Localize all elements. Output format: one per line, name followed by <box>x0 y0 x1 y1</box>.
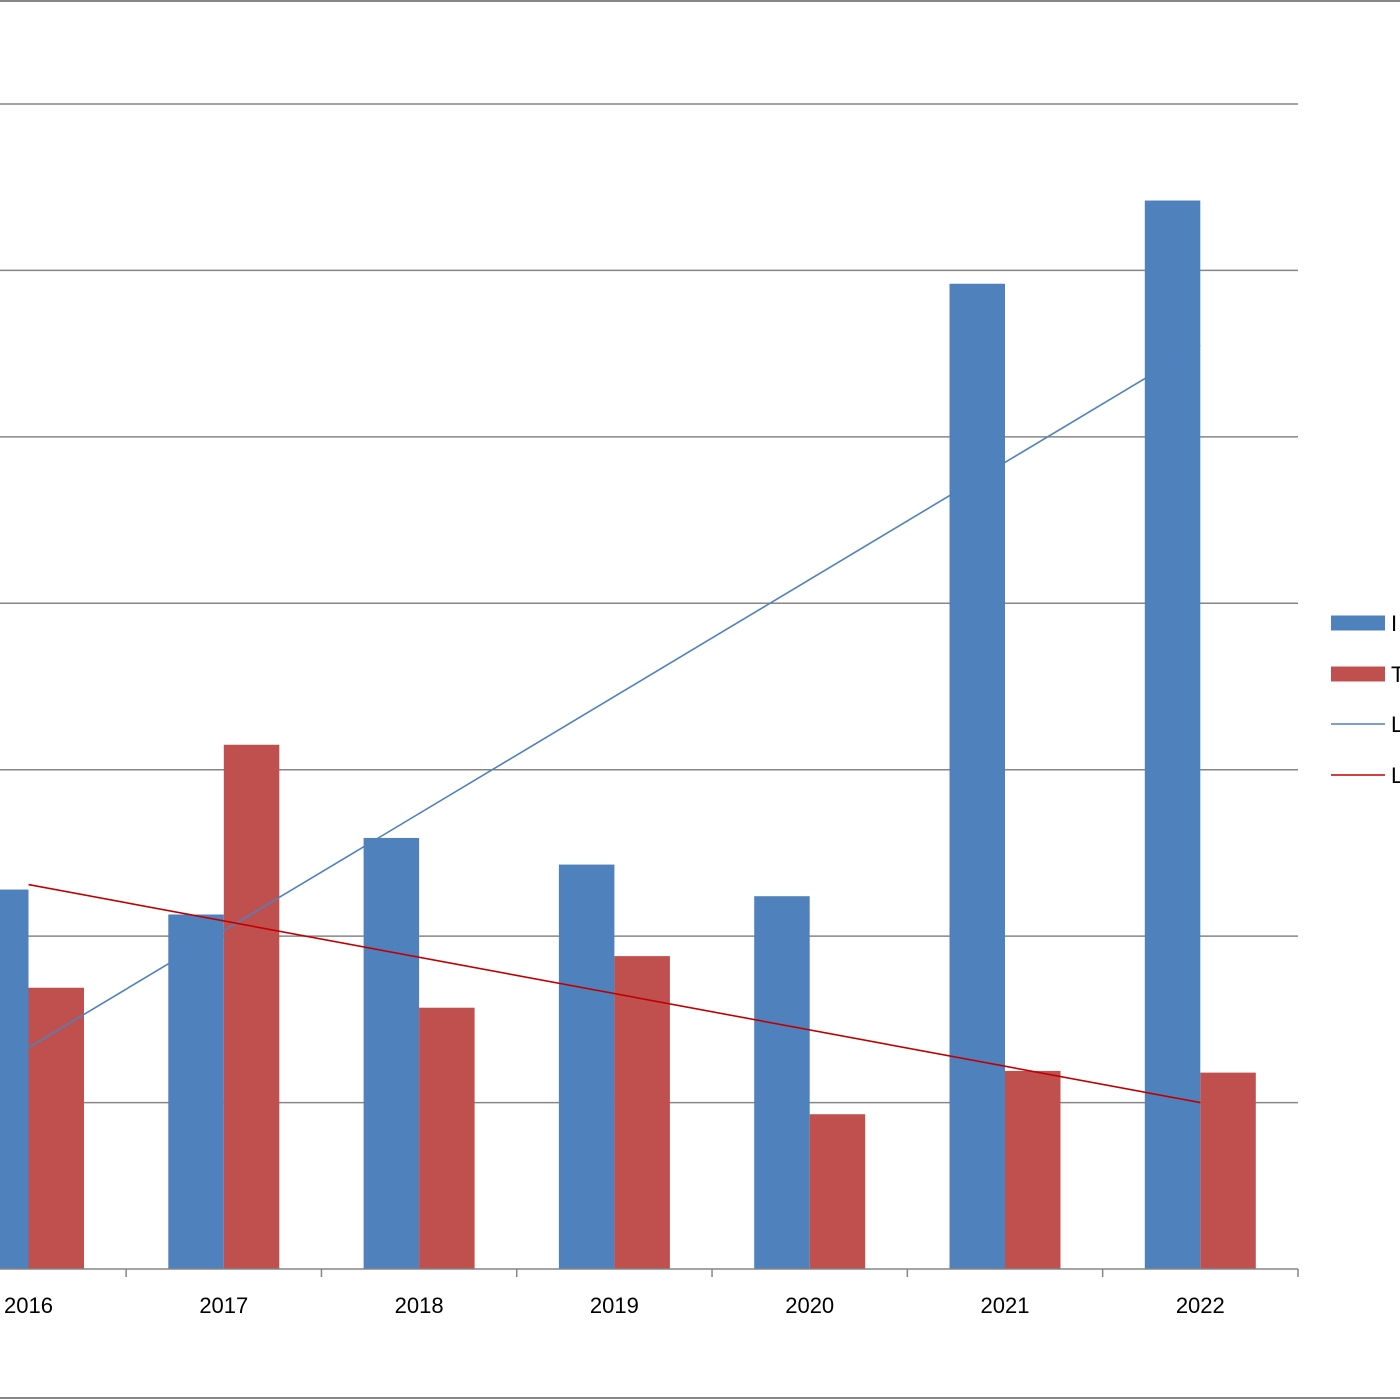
legend-label-4: L <box>1391 763 1400 788</box>
legend-swatch-2 <box>1331 666 1385 682</box>
bar-series-1-2016 <box>0 889 29 1269</box>
legend-label-1: I <box>1391 611 1397 636</box>
legend-swatch-1 <box>1331 615 1385 631</box>
x-axis: 2016 2017 2018 2019 2020 2021 2022 <box>0 1268 1299 1318</box>
bars <box>0 200 1256 1269</box>
x-tick-label-2021: 2021 <box>981 1293 1030 1318</box>
bar-series-1-2021 <box>949 283 1005 1269</box>
bar-series-1-2018 <box>363 837 420 1269</box>
x-tick-label-2020: 2020 <box>785 1293 834 1318</box>
legend-label-2: T <box>1391 662 1400 687</box>
bar-series-1-2020 <box>754 896 810 1269</box>
x-tick-label-2018: 2018 <box>395 1293 444 1318</box>
bar-series-2-2022 <box>1200 1072 1256 1269</box>
bar-series-2-2016 <box>28 987 84 1269</box>
x-tick-label-2017: 2017 <box>199 1293 248 1318</box>
bar-series-2-2019 <box>614 956 670 1269</box>
bar-series-1-2022 <box>1144 200 1201 1269</box>
bar-series-1-2017 <box>168 914 224 1269</box>
trendline-2 <box>28 883 1201 1104</box>
bar-series-2-2018 <box>419 1007 475 1269</box>
bar-series-2-2021 <box>1005 1070 1061 1269</box>
trendline-1 <box>28 344 1201 1049</box>
bar-series-1-2019 <box>558 864 615 1269</box>
trendlines <box>28 344 1201 1104</box>
x-tick-label-2016: 2016 <box>4 1293 53 1318</box>
legend-label-3: L <box>1391 712 1400 737</box>
x-tick-label-2022: 2022 <box>1176 1293 1225 1318</box>
x-tick-label-2019: 2019 <box>590 1293 639 1318</box>
bar-series-2-2020 <box>809 1114 866 1269</box>
bar-series-2-2017 <box>223 744 280 1269</box>
